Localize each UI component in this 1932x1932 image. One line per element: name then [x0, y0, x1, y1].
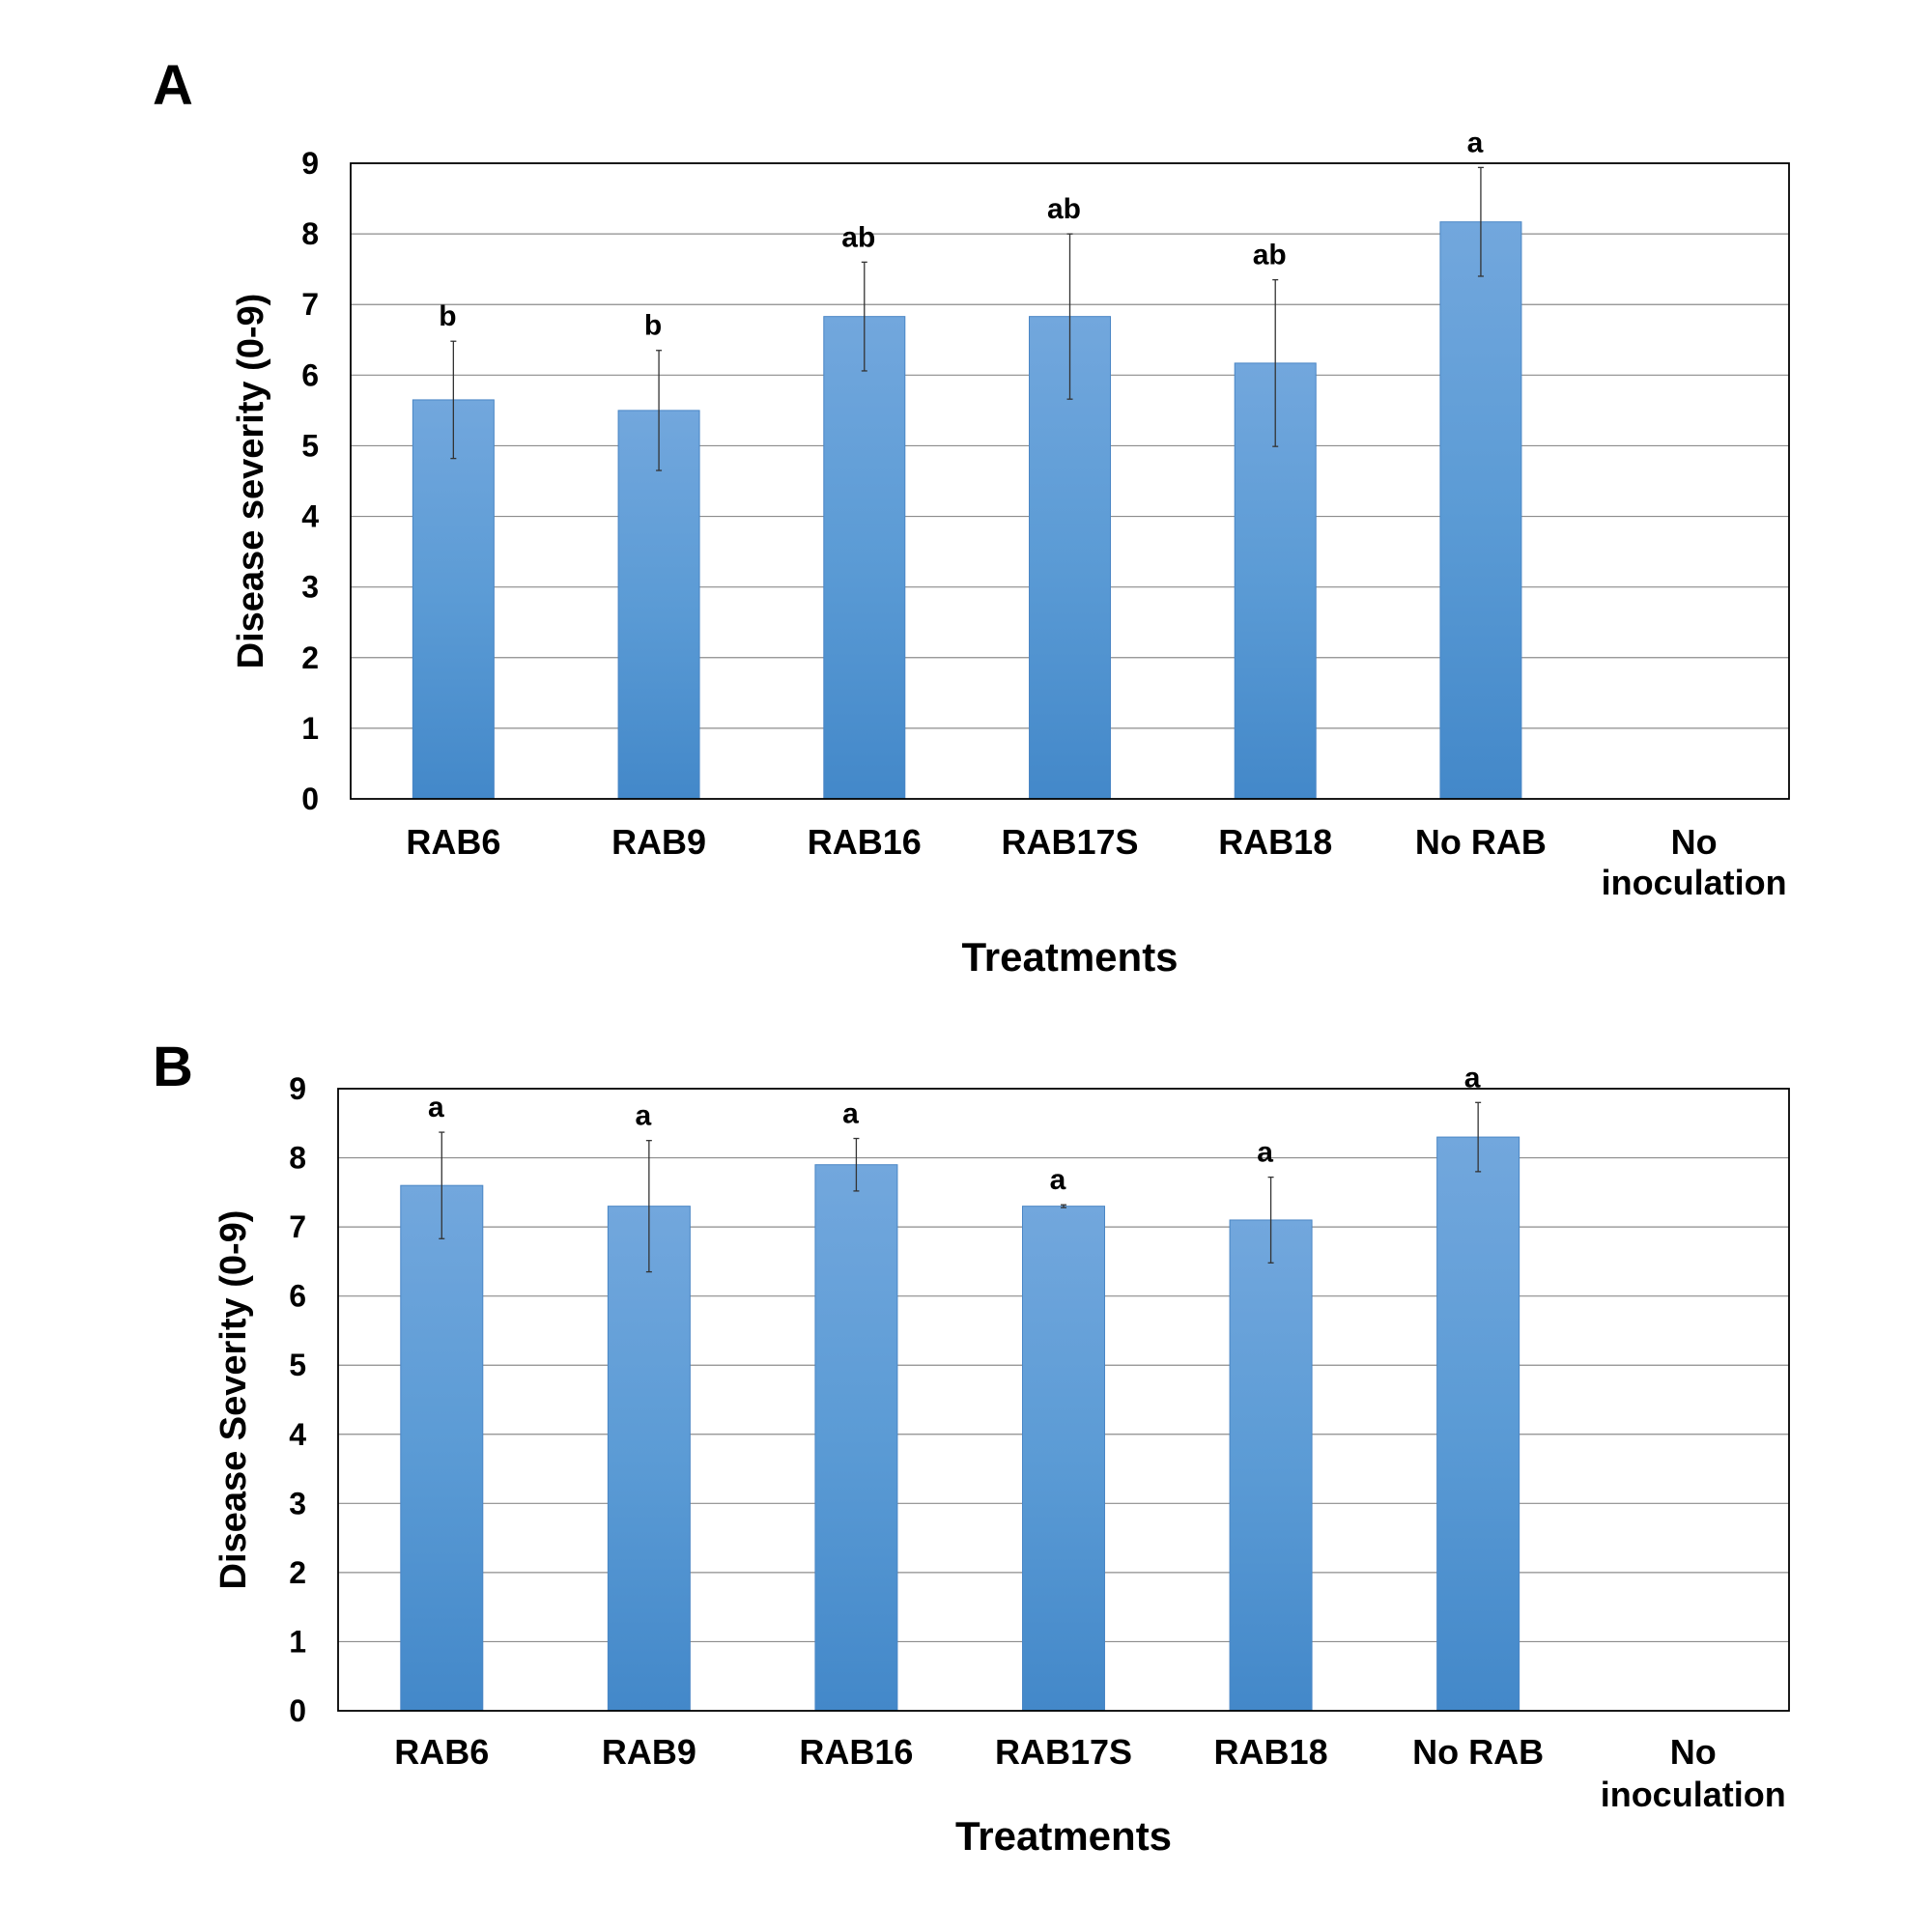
- significance-label: ab: [841, 221, 875, 253]
- x-axis-title: Treatments: [955, 1813, 1172, 1859]
- x-tick-label: RAB18: [1214, 1732, 1328, 1772]
- x-tick-label: RAB9: [611, 822, 706, 862]
- y-tick-label: 2: [289, 1555, 306, 1590]
- panel-letter: B: [153, 1036, 193, 1098]
- x-tick-label: No RAB: [1412, 1732, 1544, 1772]
- bar: [1022, 1206, 1105, 1712]
- y-tick-label: 6: [289, 1279, 306, 1314]
- y-tick-label: 3: [289, 1486, 306, 1520]
- y-tick-label: 2: [301, 640, 319, 675]
- x-tick-label: No RAB: [1415, 822, 1547, 862]
- x-axis-title: Treatments: [961, 934, 1178, 980]
- x-tick-label: inoculation: [1602, 863, 1787, 902]
- y-tick-label: 5: [289, 1348, 306, 1382]
- plot-frame: [337, 1088, 1790, 1712]
- x-tick-label: RAB6: [394, 1732, 489, 1772]
- x-tick-label: RAB16: [799, 1732, 913, 1772]
- significance-label: a: [842, 1098, 859, 1130]
- y-tick-label: 6: [301, 357, 319, 392]
- y-axis-title: Disease Severity (0-9): [213, 1210, 254, 1590]
- y-tick-label: 1: [289, 1624, 306, 1659]
- y-tick-label: 9: [289, 1071, 306, 1106]
- bar: [412, 399, 495, 800]
- bar: [607, 1206, 691, 1712]
- bar: [814, 1164, 898, 1712]
- significance-label: a: [428, 1092, 444, 1123]
- y-tick-label: 0: [289, 1693, 306, 1728]
- x-tick-label: RAB17S: [1001, 822, 1138, 862]
- y-tick-label: 9: [301, 146, 319, 181]
- y-tick-label: 0: [301, 781, 319, 816]
- y-tick-label: 7: [301, 287, 319, 322]
- significance-label: a: [636, 1100, 652, 1132]
- significance-label: a: [1257, 1137, 1273, 1169]
- significance-label: a: [1467, 127, 1484, 158]
- y-tick-label: 8: [301, 216, 319, 251]
- plot-frame: [350, 162, 1790, 800]
- x-tick-label: No: [1671, 822, 1718, 862]
- x-tick-label: RAB17S: [995, 1732, 1132, 1772]
- x-tick-label: RAB18: [1218, 822, 1332, 862]
- bar: [1229, 1219, 1313, 1712]
- bar: [1436, 1136, 1520, 1712]
- y-tick-label: 5: [301, 428, 319, 463]
- panel-letter: A: [153, 54, 193, 117]
- bar: [823, 316, 906, 800]
- y-tick-label: 8: [289, 1141, 306, 1176]
- significance-label: b: [439, 300, 456, 332]
- y-axis-title: Disease severity (0-9): [231, 294, 271, 669]
- significance-label: ab: [1047, 193, 1081, 225]
- y-tick-label: 1: [301, 711, 319, 746]
- x-tick-label: RAB6: [406, 822, 500, 862]
- x-tick-label: RAB16: [808, 822, 922, 862]
- x-tick-label: inoculation: [1601, 1775, 1786, 1814]
- y-tick-label: 4: [289, 1417, 306, 1452]
- y-tick-label: 4: [301, 499, 319, 534]
- significance-label: a: [1464, 1062, 1481, 1094]
- y-tick-label: 3: [301, 570, 319, 605]
- bar: [1439, 221, 1522, 800]
- significance-label: b: [644, 310, 662, 342]
- bar: [617, 410, 700, 800]
- x-tick-label: No: [1670, 1732, 1717, 1772]
- x-tick-label: RAB9: [602, 1732, 696, 1772]
- significance-label: ab: [1253, 240, 1287, 271]
- bar: [400, 1184, 484, 1712]
- chart-panel-b: B 0 1 2 3 4 5 6 7 8 9 a RAB6 a RAB9 a RAB16 a RAB17S a RAB18…: [153, 1036, 1790, 1859]
- significance-label: a: [1050, 1164, 1066, 1196]
- y-tick-label: 7: [289, 1209, 306, 1244]
- chart-panel-a: A 0 1 2 3 4 5 6 7 8 9 b RAB6 b RAB9 ab RAB16 ab RAB17S ab RA…: [153, 54, 1790, 980]
